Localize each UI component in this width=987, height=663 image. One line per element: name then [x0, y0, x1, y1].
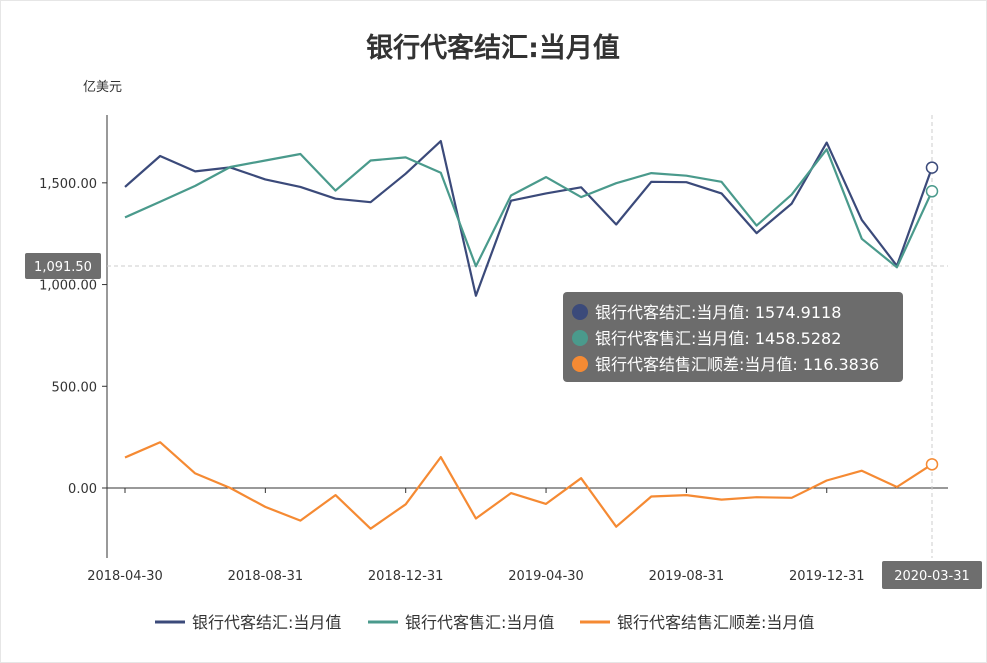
- tooltip-row: 银行代客结汇:当月值: 1574.9118: [595, 303, 841, 322]
- series-line-2[interactable]: [124, 441, 933, 530]
- axis-pointer-x-label: 2020-03-31: [882, 561, 982, 589]
- y-axis-unit-label: 亿美元: [83, 80, 122, 95]
- series-point-highlight[interactable]: [925, 458, 939, 471]
- series-line-0[interactable]: [124, 140, 934, 297]
- x-tick-label: 2018-04-30: [87, 569, 163, 584]
- legend-label: 银行代客售汇:当月值: [405, 613, 554, 632]
- x-tick-label: 2018-12-31: [368, 569, 444, 584]
- x-tick-label: 2018-08-31: [228, 569, 304, 584]
- series-point-highlight[interactable]: [925, 161, 939, 174]
- legend[interactable]: 银行代客结汇:当月值 银行代客售汇:当月值 银行代客结售汇顺差:当月值: [155, 613, 814, 632]
- y-axis-ticks: 0.00 500.00 1,000.00 1,500.00: [39, 177, 107, 497]
- legend-item-sales[interactable]: 银行代客售汇:当月值: [368, 613, 554, 632]
- x-axis-ticks: 2018-04-30 2018-08-31 2018-12-31 2019-04-30…: [87, 488, 865, 584]
- legend-label: 银行代客结汇:当月值: [192, 613, 341, 632]
- tooltip-series-marker: [572, 304, 588, 320]
- y-tick-label: 0.00: [68, 482, 97, 497]
- legend-label: 银行代客结售汇顺差:当月值: [617, 613, 814, 632]
- y-tick-label: 1,000.00: [39, 279, 97, 294]
- series-point-highlight[interactable]: [925, 185, 939, 198]
- tooltip-series-marker: [572, 356, 588, 372]
- chart-title: 银行代客结汇:当月值: [366, 32, 620, 64]
- tooltip: 银行代客结汇:当月值: 1574.9118 银行代客售汇:当月值: 1458.5…: [563, 292, 903, 382]
- y-tick-label: 500.00: [52, 380, 98, 395]
- x-tick-label: 2019-08-31: [649, 569, 725, 584]
- legend-item-surplus[interactable]: 银行代客结售汇顺差:当月值: [580, 613, 814, 632]
- y-tick-label: 1,500.00: [39, 177, 97, 192]
- x-tick-label: 2019-12-31: [789, 569, 865, 584]
- axis-pointer-x-value: 2020-03-31: [894, 569, 970, 584]
- series-layer[interactable]: [124, 140, 939, 530]
- legend-item-settlement[interactable]: 银行代客结汇:当月值: [155, 613, 341, 632]
- tooltip-series-marker: [572, 330, 588, 346]
- axis-pointer-y-label: 1,091.50: [25, 252, 101, 279]
- series-line-1[interactable]: [124, 148, 933, 269]
- x-tick-label: 2019-04-30: [508, 569, 584, 584]
- axis-pointer-y-value: 1,091.50: [34, 260, 92, 275]
- tooltip-row: 银行代客售汇:当月值: 1458.5282: [595, 329, 841, 348]
- tooltip-row: 银行代客结售汇顺差:当月值: 116.3836: [595, 355, 879, 374]
